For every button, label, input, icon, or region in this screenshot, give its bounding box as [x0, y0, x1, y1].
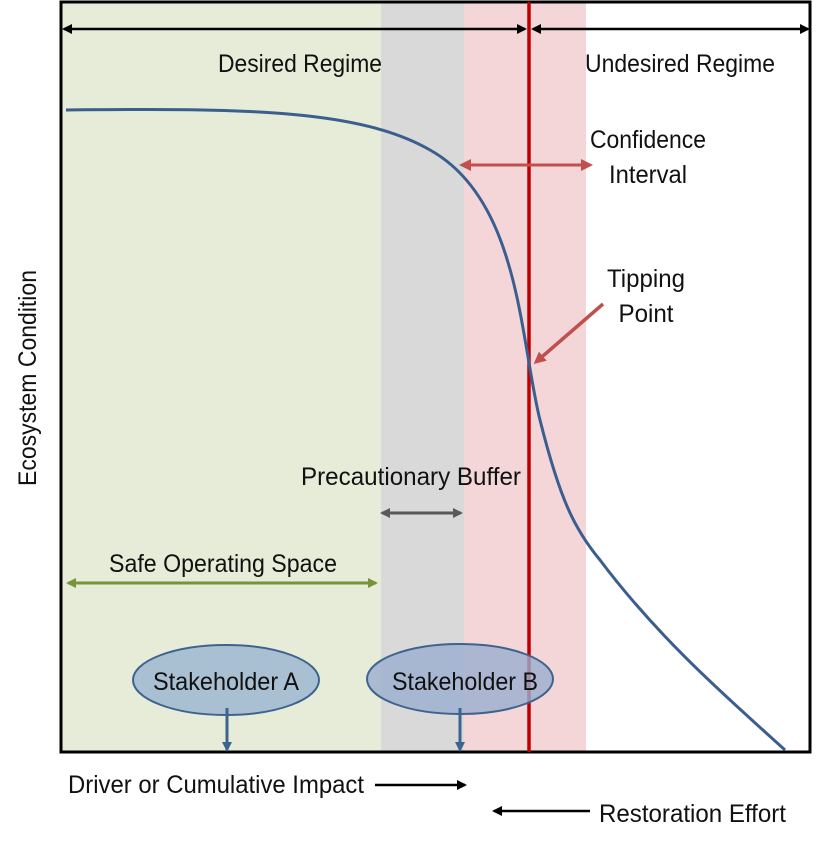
precautionary-buffer-label: Precautionary Buffer [301, 463, 521, 491]
restoration-label: Restoration Effort [599, 800, 786, 828]
confidence-interval-zone [464, 2, 586, 752]
confidence-interval-label-line1: Confidence [590, 126, 706, 154]
precautionary-buffer-zone [381, 2, 464, 752]
y-axis-label: Ecosystem Condition [14, 270, 42, 486]
desired-regime-label: Desired Regime [218, 50, 382, 78]
undesired-regime-label: Undesired Regime [585, 50, 775, 78]
safe-operating-space-zone [61, 2, 381, 752]
stakeholder-b-label: Stakeholder B [392, 668, 538, 696]
plot-frame [59, 0, 812, 754]
stakeholder-a-label: Stakeholder A [153, 668, 299, 696]
driver-label: Driver or Cumulative Impact [68, 771, 364, 799]
tipping-point-label-line1: Tipping [607, 265, 685, 293]
tipping-point-arrow [533, 302, 605, 364]
confidence-interval-label-line2: Interval [609, 161, 687, 189]
ecosystem-condition-curve [65, 107, 787, 752]
tipping-point-label-line2: Point [619, 300, 674, 328]
safe-operating-space-label: Safe Operating Space [109, 550, 337, 578]
